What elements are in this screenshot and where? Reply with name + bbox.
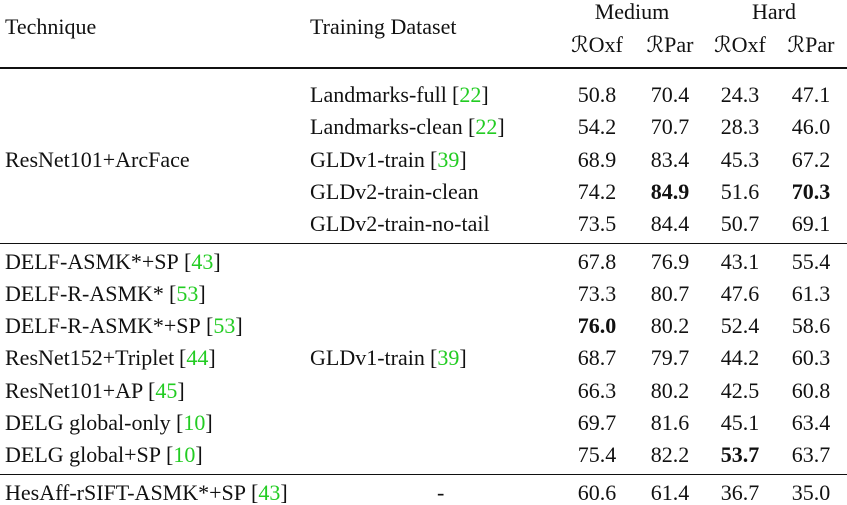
value: 70.4 bbox=[650, 82, 690, 107]
value: 68.7 bbox=[577, 345, 617, 371]
value: 75.4 bbox=[577, 442, 617, 468]
value: 70.3 bbox=[791, 178, 831, 204]
value: 45.1 bbox=[720, 410, 760, 435]
dataset: GLDv1-train bbox=[310, 345, 425, 371]
value: 80.7 bbox=[650, 280, 690, 306]
header-column: ℛOxf bbox=[571, 32, 623, 57]
citation: [22] bbox=[452, 82, 489, 107]
citation: [53] bbox=[206, 313, 243, 339]
header-column: ℛOxf bbox=[714, 32, 766, 57]
technique: DELF-R-ASMK*+SP bbox=[5, 313, 201, 339]
value: 76.0 bbox=[577, 313, 617, 339]
header-column: ℛPar bbox=[787, 32, 835, 57]
value: 61.4 bbox=[650, 479, 690, 505]
value: 47.6 bbox=[720, 280, 760, 306]
technique: ResNet152+Triplet bbox=[5, 345, 175, 371]
value: 68.9 bbox=[577, 146, 617, 172]
value: 36.7 bbox=[720, 479, 760, 505]
value: 60.8 bbox=[791, 377, 831, 403]
technique: ResNet101+AP bbox=[5, 377, 144, 403]
citation: [44] bbox=[179, 345, 216, 371]
value: 54.2 bbox=[577, 114, 617, 140]
value: 55.4 bbox=[791, 248, 831, 274]
value: 44.2 bbox=[720, 345, 760, 371]
technique: HesAff-rSIFT-ASMK*+SP bbox=[5, 479, 247, 505]
citation: [45] bbox=[148, 377, 185, 403]
value: 28.3 bbox=[720, 114, 760, 140]
value: 24.3 bbox=[720, 82, 760, 107]
value: 69.7 bbox=[577, 410, 617, 435]
value: 82.2 bbox=[650, 442, 690, 468]
value: 84.9 bbox=[650, 178, 690, 204]
technique: DELG global-only bbox=[5, 410, 171, 435]
value: 47.1 bbox=[791, 82, 831, 107]
technique: DELF-ASMK*+SP bbox=[5, 248, 179, 274]
value: 63.4 bbox=[791, 410, 831, 435]
citation: [10] bbox=[176, 410, 213, 435]
value: 46.0 bbox=[791, 114, 831, 140]
citation: [53] bbox=[169, 280, 206, 306]
value: 67.8 bbox=[577, 248, 617, 274]
dataset: GLDv2-train-no-tail bbox=[310, 211, 490, 237]
rule bbox=[0, 67, 847, 69]
technique: DELG global+SP bbox=[5, 442, 162, 468]
value: 83.4 bbox=[650, 146, 690, 172]
rule bbox=[0, 473, 847, 475]
value: 73.5 bbox=[577, 211, 617, 237]
citation: [43] bbox=[184, 248, 221, 274]
value: 52.4 bbox=[720, 313, 760, 339]
value: 63.7 bbox=[791, 442, 831, 468]
value: 76.9 bbox=[650, 248, 690, 274]
value: 58.6 bbox=[791, 313, 831, 339]
value: 84.4 bbox=[650, 211, 690, 237]
dataset: - bbox=[437, 479, 445, 505]
value: 45.3 bbox=[720, 146, 760, 172]
value: 50.7 bbox=[720, 211, 760, 237]
value: 66.3 bbox=[577, 377, 617, 403]
technique: ResNet101+ArcFace bbox=[5, 146, 190, 172]
value: 80.2 bbox=[650, 377, 690, 403]
header-dataset: Training Dataset bbox=[310, 14, 457, 39]
value: 35.0 bbox=[791, 479, 831, 505]
rule bbox=[0, 242, 847, 244]
value: 73.3 bbox=[577, 280, 617, 306]
header-technique: Technique bbox=[5, 14, 97, 39]
header-column: ℛPar bbox=[646, 32, 694, 57]
dataset: Landmarks-clean bbox=[310, 114, 463, 140]
value: 69.1 bbox=[791, 211, 831, 237]
citation: [39] bbox=[430, 146, 467, 172]
header-group: Medium bbox=[594, 0, 670, 24]
citation: [22] bbox=[468, 114, 505, 140]
value: 61.3 bbox=[791, 280, 831, 306]
value: 74.2 bbox=[577, 178, 617, 204]
technique: DELF-R-ASMK* bbox=[5, 280, 164, 306]
value: 80.2 bbox=[650, 313, 690, 339]
dataset: GLDv1-train bbox=[310, 146, 425, 172]
value: 60.3 bbox=[791, 345, 831, 371]
dataset: GLDv2-train-clean bbox=[310, 178, 479, 204]
value: 42.5 bbox=[720, 377, 760, 403]
value: 50.8 bbox=[577, 82, 617, 107]
value: 70.7 bbox=[650, 114, 690, 140]
value: 67.2 bbox=[791, 146, 831, 172]
header-group: Hard bbox=[752, 0, 796, 24]
value: 79.7 bbox=[650, 345, 690, 371]
value: 51.6 bbox=[720, 178, 760, 204]
citation: [43] bbox=[251, 479, 288, 505]
dataset: Landmarks-full bbox=[310, 82, 447, 107]
value: 43.1 bbox=[720, 248, 760, 274]
value: 81.6 bbox=[650, 410, 690, 435]
citation: [39] bbox=[430, 345, 467, 371]
citation: [10] bbox=[166, 442, 203, 468]
value: 60.6 bbox=[577, 479, 617, 505]
value: 53.7 bbox=[720, 442, 760, 468]
